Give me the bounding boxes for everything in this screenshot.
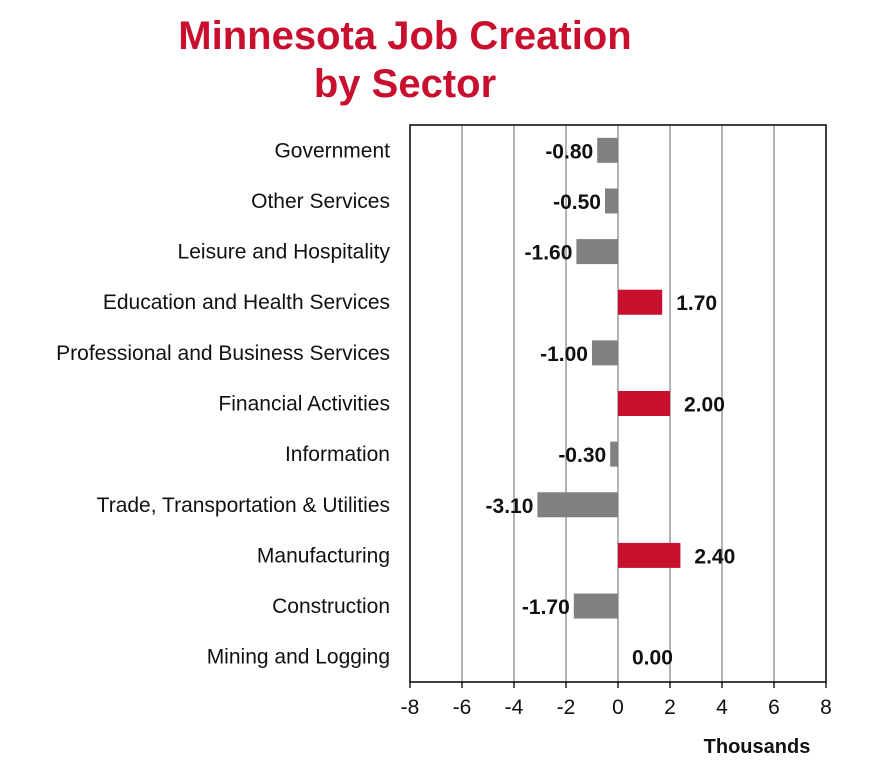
bar — [592, 340, 618, 366]
data-labels: -0.80 -0.50 -1.60 1.70 -1.00 2.00 -0.30 -3.10 2.… — [486, 140, 736, 669]
bar — [537, 492, 618, 518]
x-tick-label: -2 — [557, 696, 576, 719]
data-label: 0.00 — [632, 647, 673, 670]
data-label: -0.80 — [545, 140, 593, 163]
x-tick-label: 0 — [612, 696, 624, 719]
x-tick-label: -4 — [505, 696, 524, 719]
x-axis-title: Thousands — [704, 736, 811, 758]
bar — [573, 593, 618, 619]
x-tick-label: 6 — [768, 696, 780, 719]
category-label: Professional and Business Services — [56, 342, 390, 365]
data-label: 1.70 — [676, 292, 717, 315]
bar — [618, 391, 670, 416]
category-label: Education and Health Services — [103, 291, 390, 314]
data-label: -1.70 — [522, 596, 570, 619]
x-axis: -8 -6 -4 -2 0 2 4 6 8 — [401, 682, 832, 719]
x-tick-label: -8 — [401, 696, 420, 719]
data-label: 2.00 — [684, 394, 725, 417]
bars — [537, 137, 681, 619]
bar — [610, 441, 618, 467]
category-label: Other Services — [251, 190, 390, 213]
category-label: Government — [274, 139, 390, 162]
chart-title-line-1: Minnesota Job Creation — [178, 14, 632, 58]
x-tick-label: 8 — [820, 696, 832, 719]
bar — [597, 137, 618, 163]
category-label: Mining and Logging — [207, 646, 390, 669]
category-label: Financial Activities — [218, 393, 390, 416]
data-label: -3.10 — [486, 495, 534, 518]
category-label: Manufacturing — [257, 544, 390, 567]
chart-title: Minnesota Job Creation by Sector — [120, 12, 690, 108]
gridlines — [461, 125, 775, 682]
x-tick-label: 2 — [664, 696, 676, 719]
bar — [618, 289, 663, 315]
data-label: 2.40 — [694, 545, 735, 568]
data-label: -1.60 — [525, 242, 573, 265]
bar — [605, 188, 618, 214]
data-label: -1.00 — [540, 343, 588, 366]
category-labels: Government Other Services Leisure and Hosp… — [56, 139, 390, 668]
category-label: Trade, Transportation & Utilities — [97, 494, 390, 517]
category-label: Information — [285, 443, 390, 466]
data-label: -0.30 — [558, 444, 606, 467]
category-label: Leisure and Hospitality — [178, 241, 391, 264]
category-label: Construction — [272, 595, 390, 618]
bar — [576, 239, 618, 265]
data-label: -0.50 — [553, 191, 601, 214]
chart-title-line-2: by Sector — [313, 62, 497, 106]
x-tick-label: -6 — [453, 696, 472, 719]
x-tick-label: 4 — [716, 696, 728, 719]
bar — [618, 542, 681, 568]
